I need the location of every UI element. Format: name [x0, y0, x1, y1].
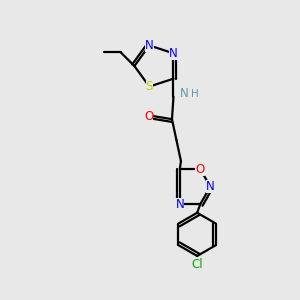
Text: H: H [191, 89, 199, 99]
Text: N: N [169, 47, 178, 60]
Text: S: S [146, 80, 153, 93]
Text: N: N [176, 198, 184, 211]
Text: O: O [196, 163, 205, 176]
Text: N: N [180, 87, 188, 100]
Text: Cl: Cl [191, 258, 203, 271]
Text: O: O [144, 110, 153, 123]
Text: N: N [206, 180, 215, 193]
Text: N: N [145, 39, 154, 52]
